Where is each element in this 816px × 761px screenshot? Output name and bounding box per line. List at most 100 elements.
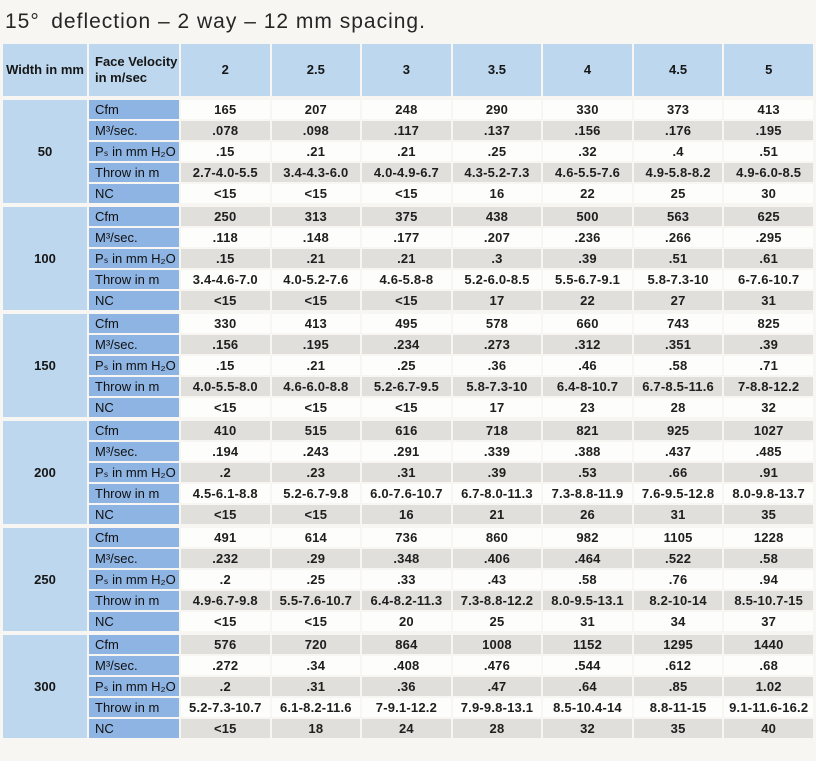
value-cell: .437 (633, 442, 723, 461)
value-cell: 313 (271, 205, 361, 226)
value-cell: .406 (452, 549, 542, 568)
value-cell: .156 (543, 121, 632, 140)
table-row: Pₛ in mm H₂O .15.21.21.3.39.51.61 (3, 249, 813, 268)
value-cell: .177 (362, 228, 451, 247)
value-cell: 6.1-8.2-11.6 (271, 698, 361, 717)
airflow-performance-table: Width in mm Face Velocity in m/sec 2 2.5 3… (1, 42, 815, 740)
value-cell: .408 (362, 656, 451, 675)
width-cell: 250 (3, 526, 87, 631)
value-cell: 5.2-7.3-10.7 (181, 698, 270, 717)
value-cell: 22 (543, 291, 632, 310)
value-cell: .68 (724, 656, 813, 675)
value-cell: 6.7-8.5-11.6 (633, 377, 723, 396)
value-cell: 7.9-9.8-13.1 (452, 698, 542, 717)
velocity-header-cell: 3.5 (452, 44, 542, 96)
value-cell: .295 (724, 228, 813, 247)
value-cell: 1027 (724, 419, 813, 440)
value-cell: 25 (452, 612, 542, 631)
value-cell: .21 (271, 356, 361, 375)
width-cell: 300 (3, 633, 87, 738)
value-cell: .47 (452, 677, 542, 696)
value-cell: 26 (543, 505, 632, 524)
value-cell: .39 (452, 463, 542, 482)
value-cell: <15 (271, 505, 361, 524)
row-label: Cfm (89, 419, 179, 440)
row-label: NC (89, 505, 179, 524)
value-cell: .51 (633, 249, 723, 268)
row-label: Throw in m (89, 698, 179, 717)
table-row: NC <15 <15 16 21 26 31 35 (3, 505, 813, 524)
value-cell: 27 (633, 291, 723, 310)
value-cell: .66 (633, 463, 723, 482)
value-cell: 40 (724, 719, 813, 738)
value-cell: 720 (271, 633, 361, 654)
value-cell: 1228 (724, 526, 813, 547)
table-row: Pₛ in mm H₂O .2.31.36.47.64.85 1.02 (3, 677, 813, 696)
value-cell: .272 (181, 656, 270, 675)
row-label: Pₛ in mm H₂O (89, 249, 179, 268)
value-cell: 925 (633, 419, 723, 440)
value-cell: 8.0-9.5-13.1 (543, 591, 632, 610)
table-row: NC <15 <15 20 25 31 34 37 (3, 612, 813, 631)
row-label: Throw in m (89, 163, 179, 182)
value-cell: 5.5-7.6-10.7 (271, 591, 361, 610)
value-cell: 7-9.1-12.2 (362, 698, 451, 717)
value-cell: 330 (181, 312, 270, 333)
row-label: Pₛ in mm H₂O (89, 463, 179, 482)
table-row: NC <15 <15 <15 16 22 25 30 (3, 184, 813, 203)
value-cell: .61 (724, 249, 813, 268)
value-cell: 9.1-11.6-16.2 (724, 698, 813, 717)
value-cell: .58 (543, 570, 632, 589)
value-cell: <15 (271, 291, 361, 310)
value-cell: 563 (633, 205, 723, 226)
value-cell: .464 (543, 549, 632, 568)
value-cell: 20 (362, 612, 451, 631)
row-label: NC (89, 612, 179, 631)
row-label: Pₛ in mm H₂O (89, 356, 179, 375)
value-cell: .76 (633, 570, 723, 589)
value-cell: 34 (633, 612, 723, 631)
face-velocity-column-header: Face Velocity in m/sec (89, 44, 179, 96)
value-cell: 4.0-5.5-8.0 (181, 377, 270, 396)
value-cell: .098 (271, 121, 361, 140)
table-row: NC <15 <15 <15 17 22 27 31 (3, 291, 813, 310)
width-cell: 200 (3, 419, 87, 524)
value-cell: 4.0-5.2-7.6 (271, 270, 361, 289)
row-label: Cfm (89, 205, 179, 226)
table-row: Throw in m 3.4-4.6-7.0 4.0-5.2-7.6 4.6-5.8-… (3, 270, 813, 289)
value-cell: 982 (543, 526, 632, 547)
velocity-header-cell: 4.5 (633, 44, 723, 96)
value-cell: .58 (633, 356, 723, 375)
value-cell: 207 (271, 98, 361, 119)
width-block: 200 Cfm 410 515 616 718 821 925 1027 M³/sec. .194.… (3, 419, 813, 524)
value-cell: 4.9-6.0-8.5 (724, 163, 813, 182)
width-block: 300 Cfm 576 720 864 1008 1152 1295 1440 M³/sec. .2… (3, 633, 813, 738)
value-cell: .266 (633, 228, 723, 247)
value-cell: 4.9-5.8-8.2 (633, 163, 723, 182)
value-cell: .612 (633, 656, 723, 675)
value-cell: 616 (362, 419, 451, 440)
width-cell: 150 (3, 312, 87, 417)
value-cell: .94 (724, 570, 813, 589)
velocity-header-cell: 3 (362, 44, 451, 96)
value-cell: 578 (452, 312, 542, 333)
value-cell: .34 (271, 656, 361, 675)
value-cell: 8.8-11-15 (633, 698, 723, 717)
value-cell: .39 (543, 249, 632, 268)
table-row: M³/sec. .272.34.408.476.544.612.68 (3, 656, 813, 675)
row-label: Pₛ in mm H₂O (89, 570, 179, 589)
row-label: M³/sec. (89, 121, 179, 140)
table-row: 100 Cfm 250 313 375 438 500 563 625 (3, 205, 813, 310)
value-cell: .232 (181, 549, 270, 568)
value-cell: 7-8.8-12.2 (724, 377, 813, 396)
table-row: NC <15 18 24 28 32 35 40 (3, 719, 813, 738)
value-cell: .2 (181, 463, 270, 482)
value-cell: .476 (452, 656, 542, 675)
page-title: 15° deflection – 2 way – 12 mm spacing. (5, 10, 426, 33)
width-block: 50 Cfm 165 207 248 290 330 373 413 M³/sec. .078.09… (3, 98, 813, 203)
value-cell: <15 (181, 398, 270, 417)
value-cell: 35 (633, 719, 723, 738)
value-cell: .522 (633, 549, 723, 568)
value-cell: 1152 (543, 633, 632, 654)
row-label: Cfm (89, 98, 179, 119)
